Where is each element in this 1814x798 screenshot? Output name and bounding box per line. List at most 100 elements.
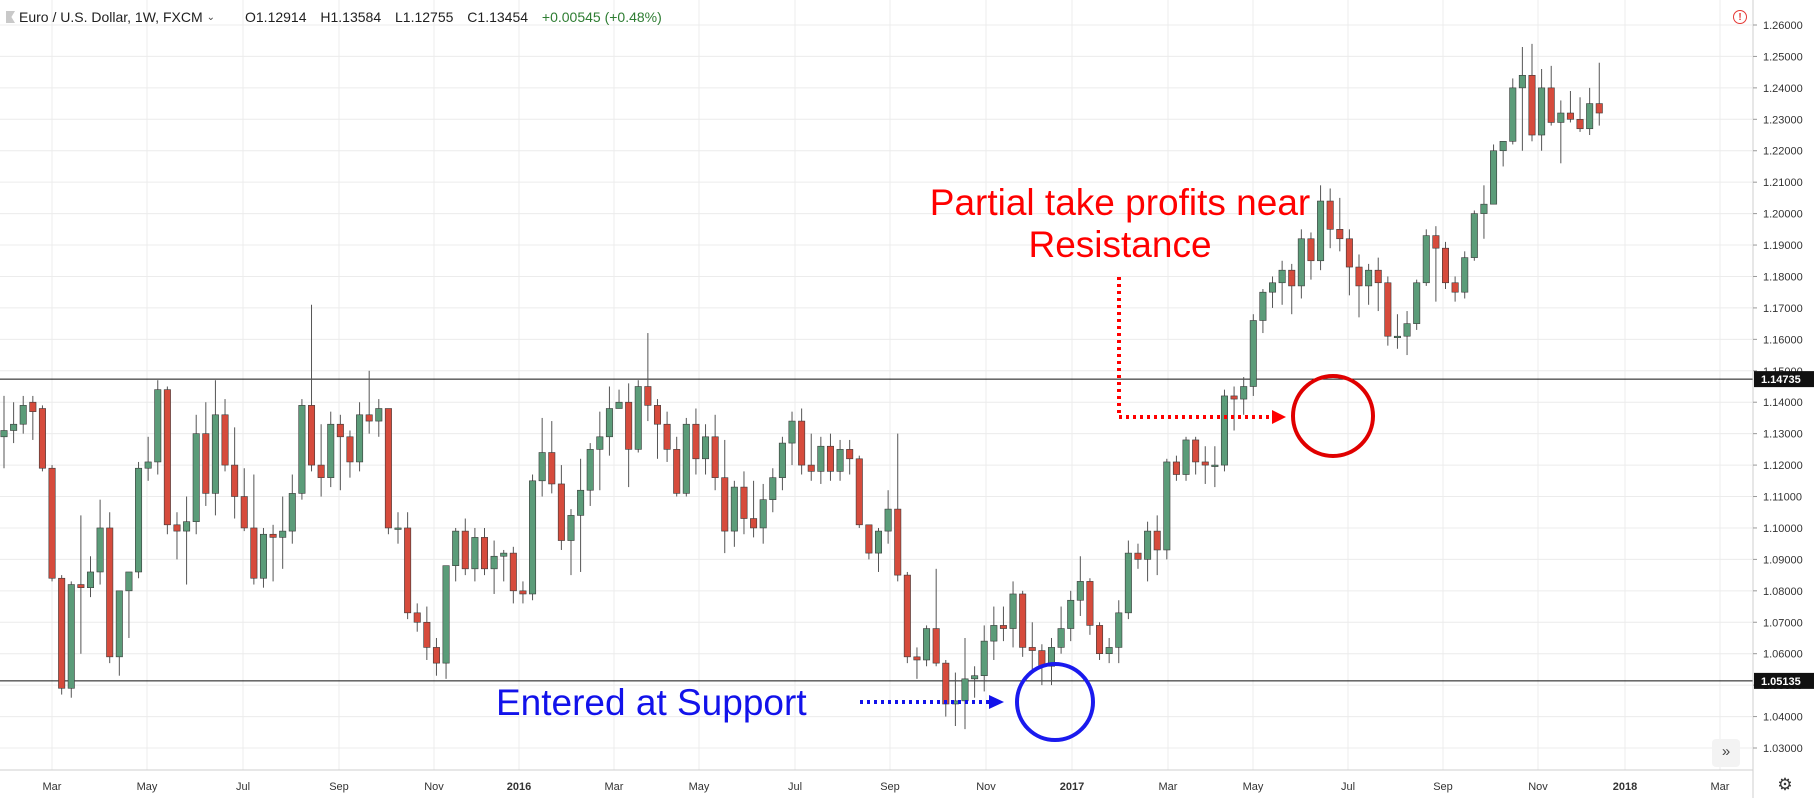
candle-up [1586, 87, 1594, 136]
candle-body [500, 552, 508, 557]
candle-body [721, 477, 729, 532]
candle-body [490, 555, 498, 570]
candle-down [480, 527, 488, 576]
y-tick-label: 1.23000 [1763, 114, 1803, 126]
candle-up [778, 436, 786, 491]
price-label: 1.14735 [1761, 374, 1801, 386]
candle-body [432, 647, 440, 664]
candle-down [231, 427, 239, 519]
alert-icon[interactable]: ! [1733, 10, 1747, 24]
candle-body [692, 423, 700, 460]
candle-up [1211, 446, 1219, 488]
x-tick-label: Jul [788, 781, 802, 793]
candle-body [115, 590, 123, 658]
candle-body [615, 401, 623, 409]
candle-body [1269, 282, 1277, 293]
candle-body [1288, 269, 1296, 287]
candle-body [211, 414, 219, 494]
candle-body [356, 414, 364, 463]
price-axis[interactable]: 1.030001.040001.050001.060001.070001.080… [1752, 0, 1814, 798]
candle-body [1461, 257, 1469, 293]
candle-up [1538, 69, 1546, 151]
candle-up [586, 443, 594, 506]
candle-body [461, 530, 469, 570]
candle-up [356, 402, 364, 472]
candle-body [1105, 647, 1113, 654]
y-tick-label: 1.08000 [1763, 586, 1803, 598]
candle-up [1249, 314, 1257, 396]
candle-body [1230, 395, 1238, 400]
candle-body [673, 449, 681, 494]
high-value: H1.13584 [320, 9, 382, 25]
candle-up [759, 483, 767, 544]
candle-body [788, 420, 796, 444]
x-tick-label: 2016 [507, 781, 531, 793]
candle-down [798, 408, 806, 475]
candle-up [154, 380, 162, 475]
candle-up [1124, 540, 1132, 620]
y-tick-label: 1.12000 [1763, 460, 1803, 472]
candle-body [750, 518, 758, 529]
resistance-circle [1291, 374, 1375, 458]
candle-up [0, 395, 8, 469]
candle-up [1009, 581, 1017, 648]
candle-up [730, 480, 738, 547]
y-tick-label: 1.11000 [1763, 492, 1802, 504]
candle-up [1163, 458, 1171, 560]
candle-up [1393, 314, 1401, 349]
candle-body [192, 433, 200, 522]
candle-body [740, 486, 748, 519]
candle-up [1057, 606, 1065, 654]
candle-body [240, 496, 248, 529]
candle-down [653, 399, 661, 459]
y-tick-label: 1.14000 [1763, 397, 1803, 409]
candle-body [1249, 320, 1257, 387]
candle-down [1096, 622, 1104, 660]
y-tick-label: 1.22000 [1763, 146, 1803, 158]
candle-body [67, 584, 75, 689]
double-chevron-right-icon[interactable]: » [1712, 739, 1740, 767]
candle-down [865, 524, 873, 560]
candle-body [836, 449, 844, 472]
gear-icon[interactable]: ⚙ [1777, 775, 1793, 794]
annotation-arrows [860, 277, 1375, 742]
time-axis[interactable]: Mar May Jul Sep Nov 2016 Mar May Jul Sep Nov 2017 Ma… [0, 769, 1753, 793]
candle-body [961, 678, 969, 702]
candle-body [865, 524, 873, 554]
candle-body [846, 449, 854, 460]
candle-up [67, 581, 75, 698]
collapse-arrow-icon[interactable] [6, 11, 15, 23]
candle-up [442, 565, 450, 679]
candle-up [605, 386, 613, 456]
candle-down [1028, 622, 1036, 673]
candle-down [1355, 254, 1363, 318]
candle-down [221, 399, 229, 472]
candle-up [1470, 210, 1478, 261]
candle-body [221, 414, 229, 466]
candle-body [1259, 291, 1267, 321]
candle-down [163, 386, 171, 535]
candle-up [1278, 260, 1286, 305]
candle-down [1345, 229, 1353, 296]
candle-down [48, 465, 56, 582]
candle-up [135, 461, 143, 579]
change-value: +0.00545 (+0.48%) [541, 9, 662, 25]
y-tick-label: 1.13000 [1763, 429, 1803, 441]
candle-down [308, 304, 316, 472]
candle-body [548, 452, 556, 485]
symbol-title[interactable]: Euro / U.S. Dollar, 1W, FXCM [19, 9, 203, 25]
candle-up [529, 474, 537, 601]
candle-body [778, 442, 786, 478]
candle-body [10, 423, 18, 431]
candle-body [336, 423, 344, 438]
candle-body [1086, 581, 1094, 626]
candle-up [836, 439, 844, 481]
chevron-down-icon[interactable]: ⌄ [206, 11, 215, 23]
candle-body [529, 480, 537, 595]
candle-up [1220, 389, 1228, 472]
price-label-box [1754, 371, 1814, 388]
candle-body [663, 423, 671, 450]
candle-up [1422, 229, 1430, 286]
candle-body [375, 408, 383, 422]
